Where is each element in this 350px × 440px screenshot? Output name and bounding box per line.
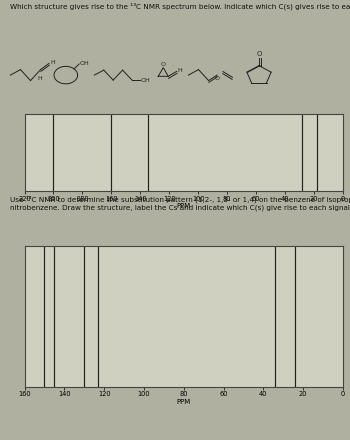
Text: OH: OH — [80, 61, 90, 66]
Text: H: H — [50, 60, 55, 65]
Text: H: H — [37, 76, 42, 81]
Text: O: O — [215, 76, 220, 81]
Text: Use ¹³C NMR to determine the substitution pattern (1,2-, 1,3- or 1,4) on the ben: Use ¹³C NMR to determine the substitutio… — [10, 196, 350, 211]
X-axis label: PPM: PPM — [177, 399, 191, 405]
Text: O: O — [161, 62, 166, 67]
Text: OH: OH — [141, 77, 151, 83]
Text: H: H — [178, 68, 182, 73]
X-axis label: PPM: PPM — [177, 203, 191, 209]
Text: Which structure gives rise to the ¹³C NMR spectrum below. Indicate which C(s) gi: Which structure gives rise to the ¹³C NM… — [10, 2, 350, 10]
Text: O: O — [256, 51, 262, 57]
